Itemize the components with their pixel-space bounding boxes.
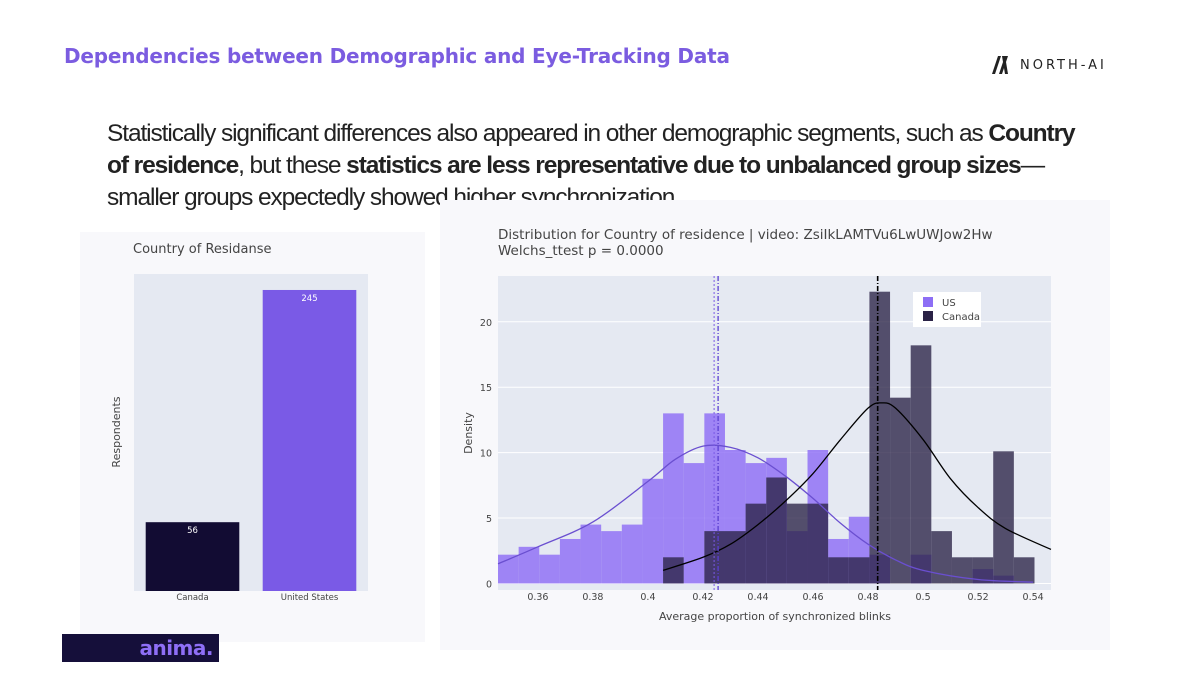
hist-bar-canada: [745, 503, 767, 584]
hist-bar-us: [580, 524, 602, 584]
hist-bar-canada: [786, 503, 808, 584]
hist-bar-us: [663, 413, 684, 584]
x-tick-label: 0.44: [747, 592, 768, 603]
anima-logo: anima.: [62, 634, 219, 662]
hist-bar-canada: [848, 557, 870, 584]
x-tick-label: 0.48: [857, 592, 878, 603]
hist-bar-canada: [931, 531, 952, 584]
hist-bar-canada: [724, 531, 746, 584]
y-tick-label: 20: [480, 318, 492, 329]
histogram-y-axis-label: Density: [462, 412, 475, 454]
hist-bar-us: [683, 463, 705, 584]
slide-title: Dependencies between Demographic and Eye…: [64, 44, 730, 68]
hist-bar-canada: [993, 451, 1014, 584]
hist-bar-canada: [663, 557, 684, 584]
kde-line-canada: [662, 402, 1052, 571]
bar-value-label-united-states: 245: [301, 294, 317, 304]
body-text-2: , but these: [238, 152, 347, 179]
legend-swatch-canada: [923, 311, 933, 321]
bar-chart-title: Country of Residanse: [133, 242, 272, 257]
histogram-subtitle: Welchs_ttest p = 0.0000: [498, 243, 664, 259]
hist-bar-us: [601, 531, 622, 584]
north-ai-icon: [992, 56, 1008, 74]
x-tick-label: 0.46: [802, 592, 823, 603]
body-bold-1: Country of residence: [107, 120, 1076, 179]
hist-bar-us: [642, 478, 664, 584]
hist-bar-us: [518, 546, 540, 584]
hist-bar-canada: [807, 503, 829, 584]
legend-label-canada: Canada: [942, 312, 980, 323]
histogram-x-axis-label: Average proportion of synchronized blink…: [659, 610, 891, 623]
x-tick-label: 0.4: [640, 592, 655, 603]
x-tick-label: 0.38: [582, 592, 603, 603]
legend-swatch-us: [923, 297, 933, 307]
hist-bar-canada: [704, 531, 725, 584]
hist-bar-canada: [766, 477, 787, 584]
x-tick-label: 0.54: [1023, 592, 1044, 603]
x-tick-label: 0.52: [968, 592, 989, 603]
hist-bar-canada: [828, 557, 849, 584]
bar-category-label-united-states: United States: [281, 593, 339, 603]
hist-bar-us: [559, 538, 581, 584]
hist-bar-canada: [869, 291, 891, 584]
hist-bar-us: [621, 524, 643, 584]
hist-bar-canada: [972, 557, 994, 584]
x-tick-label: 0.36: [527, 592, 548, 603]
bar-canada: [145, 522, 240, 591]
hist-bar-canada: [910, 345, 932, 584]
brand-logo: NORTH-AI: [992, 56, 1107, 74]
body-bold-2: statistics are less representative due t…: [346, 152, 1022, 179]
body-text-1: Statistically significant differences al…: [107, 120, 989, 147]
bar-y-axis-label: Respondents: [110, 396, 123, 467]
y-tick-label: 5: [486, 514, 492, 525]
hist-bar-canada: [1013, 557, 1035, 584]
bar-united-states: [262, 289, 357, 591]
hist-bar-canada: [951, 557, 973, 584]
bar-value-label-canada: 56: [187, 526, 198, 536]
bar-category-label-canada: Canada: [176, 593, 208, 603]
x-tick-label: 0.5: [916, 592, 931, 603]
body-text: Statistically significant differences al…: [107, 118, 1077, 214]
y-tick-label: 15: [480, 383, 492, 394]
histogram-title: Distribution for Country of residence | …: [498, 227, 993, 243]
hist-bar-canada: [890, 397, 911, 584]
y-tick-label: 0: [486, 579, 492, 590]
anima-logo-text: anima.: [139, 636, 213, 660]
legend-label-us: US: [942, 298, 956, 309]
kde-line-us: [497, 444, 1034, 583]
brand-name: NORTH-AI: [1020, 57, 1107, 73]
histogram-legend: US Canada: [913, 292, 981, 327]
x-tick-label: 0.42: [692, 592, 713, 603]
hist-bar-us: [539, 554, 560, 584]
y-tick-label: 10: [480, 449, 492, 460]
